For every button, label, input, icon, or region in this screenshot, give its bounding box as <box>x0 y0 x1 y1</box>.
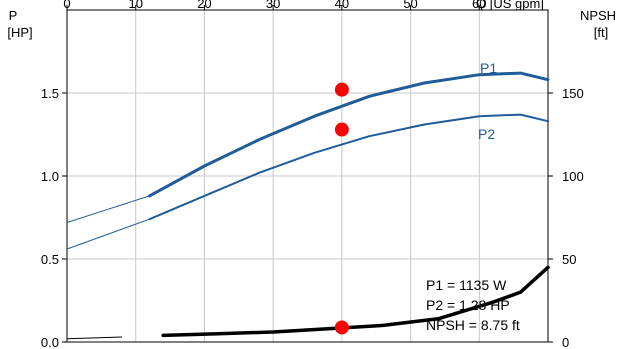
ticks: 0.0 0.5 1.0 1.5 0 50 100 150 0 10 20 30 40 50 60Q [US … <box>41 0 584 349</box>
left-tick-label: 1.0 <box>41 169 59 184</box>
right-tick-label: 100 <box>562 169 584 184</box>
series-layer <box>66 71 550 340</box>
top-tick-label: 60 <box>472 0 486 11</box>
operating-point-p1 <box>334 82 349 97</box>
series-line-p2-extended <box>66 218 150 250</box>
series-line-p1 <box>148 71 550 198</box>
series-line-p2 <box>148 113 549 221</box>
top-tick-label: 50 <box>403 0 417 11</box>
top-tick-label: 10 <box>128 0 142 11</box>
operating-point-p2 <box>334 122 349 137</box>
right-tick-label: 50 <box>562 252 576 267</box>
grid <box>67 10 548 342</box>
annotation-npsh: NPSH = 8.75 ft <box>426 317 520 333</box>
left-tick-label: 0.5 <box>41 252 59 267</box>
left-axis-unit: [HP] <box>7 25 32 40</box>
top-axis-label: Q [US gpm] <box>476 0 544 11</box>
right-axis-label: NPSH <box>580 8 616 23</box>
top-tick-label: 20 <box>197 0 211 11</box>
top-tick-label: 40 <box>335 0 349 11</box>
series-line-npsh-extended <box>66 336 123 340</box>
operating-point-npsh <box>334 320 349 335</box>
top-tick-label: 30 <box>266 0 280 11</box>
operating-point-markers <box>334 82 349 335</box>
series-line-npsh <box>161 265 550 338</box>
series-label-p1: P1 <box>480 60 497 76</box>
left-tick-label: 1.5 <box>41 86 59 101</box>
left-tick-label: 0.0 <box>41 335 59 349</box>
right-tick-label: 0 <box>562 335 569 349</box>
right-axis-unit: [ft] <box>594 25 608 40</box>
top-tick-label: 0 <box>63 0 70 11</box>
annotation-p2: P2 = 1.28 HP <box>426 297 510 313</box>
right-tick-label: 150 <box>562 86 584 101</box>
annotation-p1: P1 = 1135 W <box>426 277 507 293</box>
left-axis-label: P <box>9 8 18 23</box>
series-line-p1-extended <box>66 195 150 223</box>
series-label-p2: P2 <box>478 126 495 142</box>
